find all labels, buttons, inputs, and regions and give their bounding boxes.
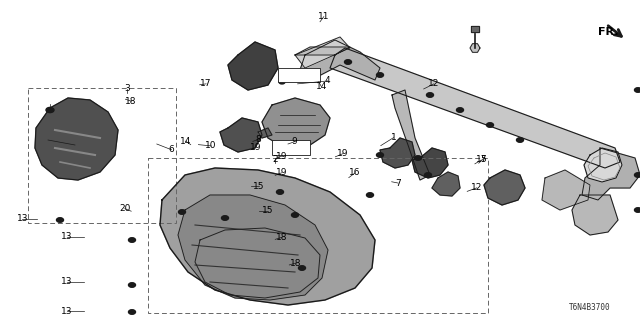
Polygon shape — [295, 37, 350, 68]
Text: FR.: FR. — [598, 27, 618, 37]
Ellipse shape — [56, 218, 63, 222]
Text: 1: 1 — [391, 133, 396, 142]
Ellipse shape — [634, 173, 640, 177]
Text: 6: 6 — [169, 145, 174, 154]
Text: 19: 19 — [337, 149, 349, 158]
Ellipse shape — [279, 80, 285, 84]
Text: 13: 13 — [61, 277, 73, 286]
Bar — [28, 88, 176, 223]
Text: 2: 2 — [273, 155, 278, 164]
Ellipse shape — [221, 216, 228, 220]
Polygon shape — [35, 98, 118, 180]
Text: 13: 13 — [61, 307, 73, 316]
Ellipse shape — [179, 210, 186, 214]
Text: 10: 10 — [205, 141, 217, 150]
Ellipse shape — [298, 266, 305, 270]
FancyBboxPatch shape — [278, 68, 320, 82]
Text: 18: 18 — [276, 233, 287, 242]
Polygon shape — [330, 48, 620, 168]
Text: 18: 18 — [290, 259, 301, 268]
Bar — [471, 26, 479, 32]
Text: 20: 20 — [119, 204, 131, 213]
Ellipse shape — [129, 310, 136, 314]
Text: 4: 4 — [325, 76, 330, 85]
Ellipse shape — [634, 208, 640, 212]
Polygon shape — [262, 98, 330, 148]
Text: 15: 15 — [253, 182, 265, 191]
Polygon shape — [295, 47, 350, 55]
Polygon shape — [572, 195, 618, 235]
Ellipse shape — [376, 153, 383, 157]
Text: 18: 18 — [125, 97, 137, 106]
Polygon shape — [582, 148, 640, 200]
Text: 9: 9 — [292, 137, 297, 146]
Polygon shape — [470, 44, 480, 52]
Polygon shape — [300, 40, 380, 80]
Polygon shape — [380, 138, 415, 168]
Ellipse shape — [367, 193, 374, 197]
Text: 17: 17 — [200, 79, 212, 88]
Text: 5: 5 — [481, 155, 486, 164]
Text: 13: 13 — [17, 214, 28, 223]
Polygon shape — [220, 118, 262, 152]
Text: 3: 3 — [124, 84, 129, 93]
Ellipse shape — [129, 283, 136, 287]
Polygon shape — [392, 90, 430, 180]
Ellipse shape — [516, 138, 524, 142]
Ellipse shape — [276, 190, 284, 194]
Ellipse shape — [456, 108, 463, 112]
Text: 12: 12 — [428, 79, 440, 88]
Text: 14: 14 — [180, 137, 191, 146]
Text: 8: 8 — [256, 135, 261, 144]
Text: 17: 17 — [476, 156, 487, 164]
Polygon shape — [258, 128, 272, 138]
Polygon shape — [542, 170, 590, 210]
Text: 19: 19 — [276, 168, 287, 177]
Bar — [148, 158, 488, 313]
Polygon shape — [484, 170, 525, 205]
Ellipse shape — [486, 123, 493, 127]
Polygon shape — [432, 172, 460, 196]
Text: 13: 13 — [61, 232, 73, 241]
Polygon shape — [178, 195, 328, 300]
Text: 12: 12 — [471, 183, 483, 192]
Text: T6N4B3700: T6N4B3700 — [569, 303, 611, 312]
Ellipse shape — [634, 88, 640, 92]
Polygon shape — [584, 148, 622, 182]
Ellipse shape — [129, 238, 136, 242]
FancyBboxPatch shape — [272, 140, 310, 155]
Ellipse shape — [291, 213, 298, 217]
Text: 19: 19 — [276, 152, 287, 161]
Text: 7: 7 — [396, 179, 401, 188]
Text: 15: 15 — [262, 206, 273, 215]
Polygon shape — [160, 168, 375, 305]
Text: 16: 16 — [349, 168, 361, 177]
Ellipse shape — [426, 93, 433, 97]
Text: 11: 11 — [318, 12, 330, 21]
Polygon shape — [412, 148, 448, 178]
Text: 14: 14 — [316, 82, 327, 91]
Ellipse shape — [376, 73, 383, 77]
Text: 19: 19 — [250, 143, 262, 152]
Ellipse shape — [415, 156, 422, 160]
Ellipse shape — [424, 173, 431, 177]
Ellipse shape — [344, 60, 351, 64]
Polygon shape — [228, 42, 278, 90]
Ellipse shape — [46, 108, 54, 113]
